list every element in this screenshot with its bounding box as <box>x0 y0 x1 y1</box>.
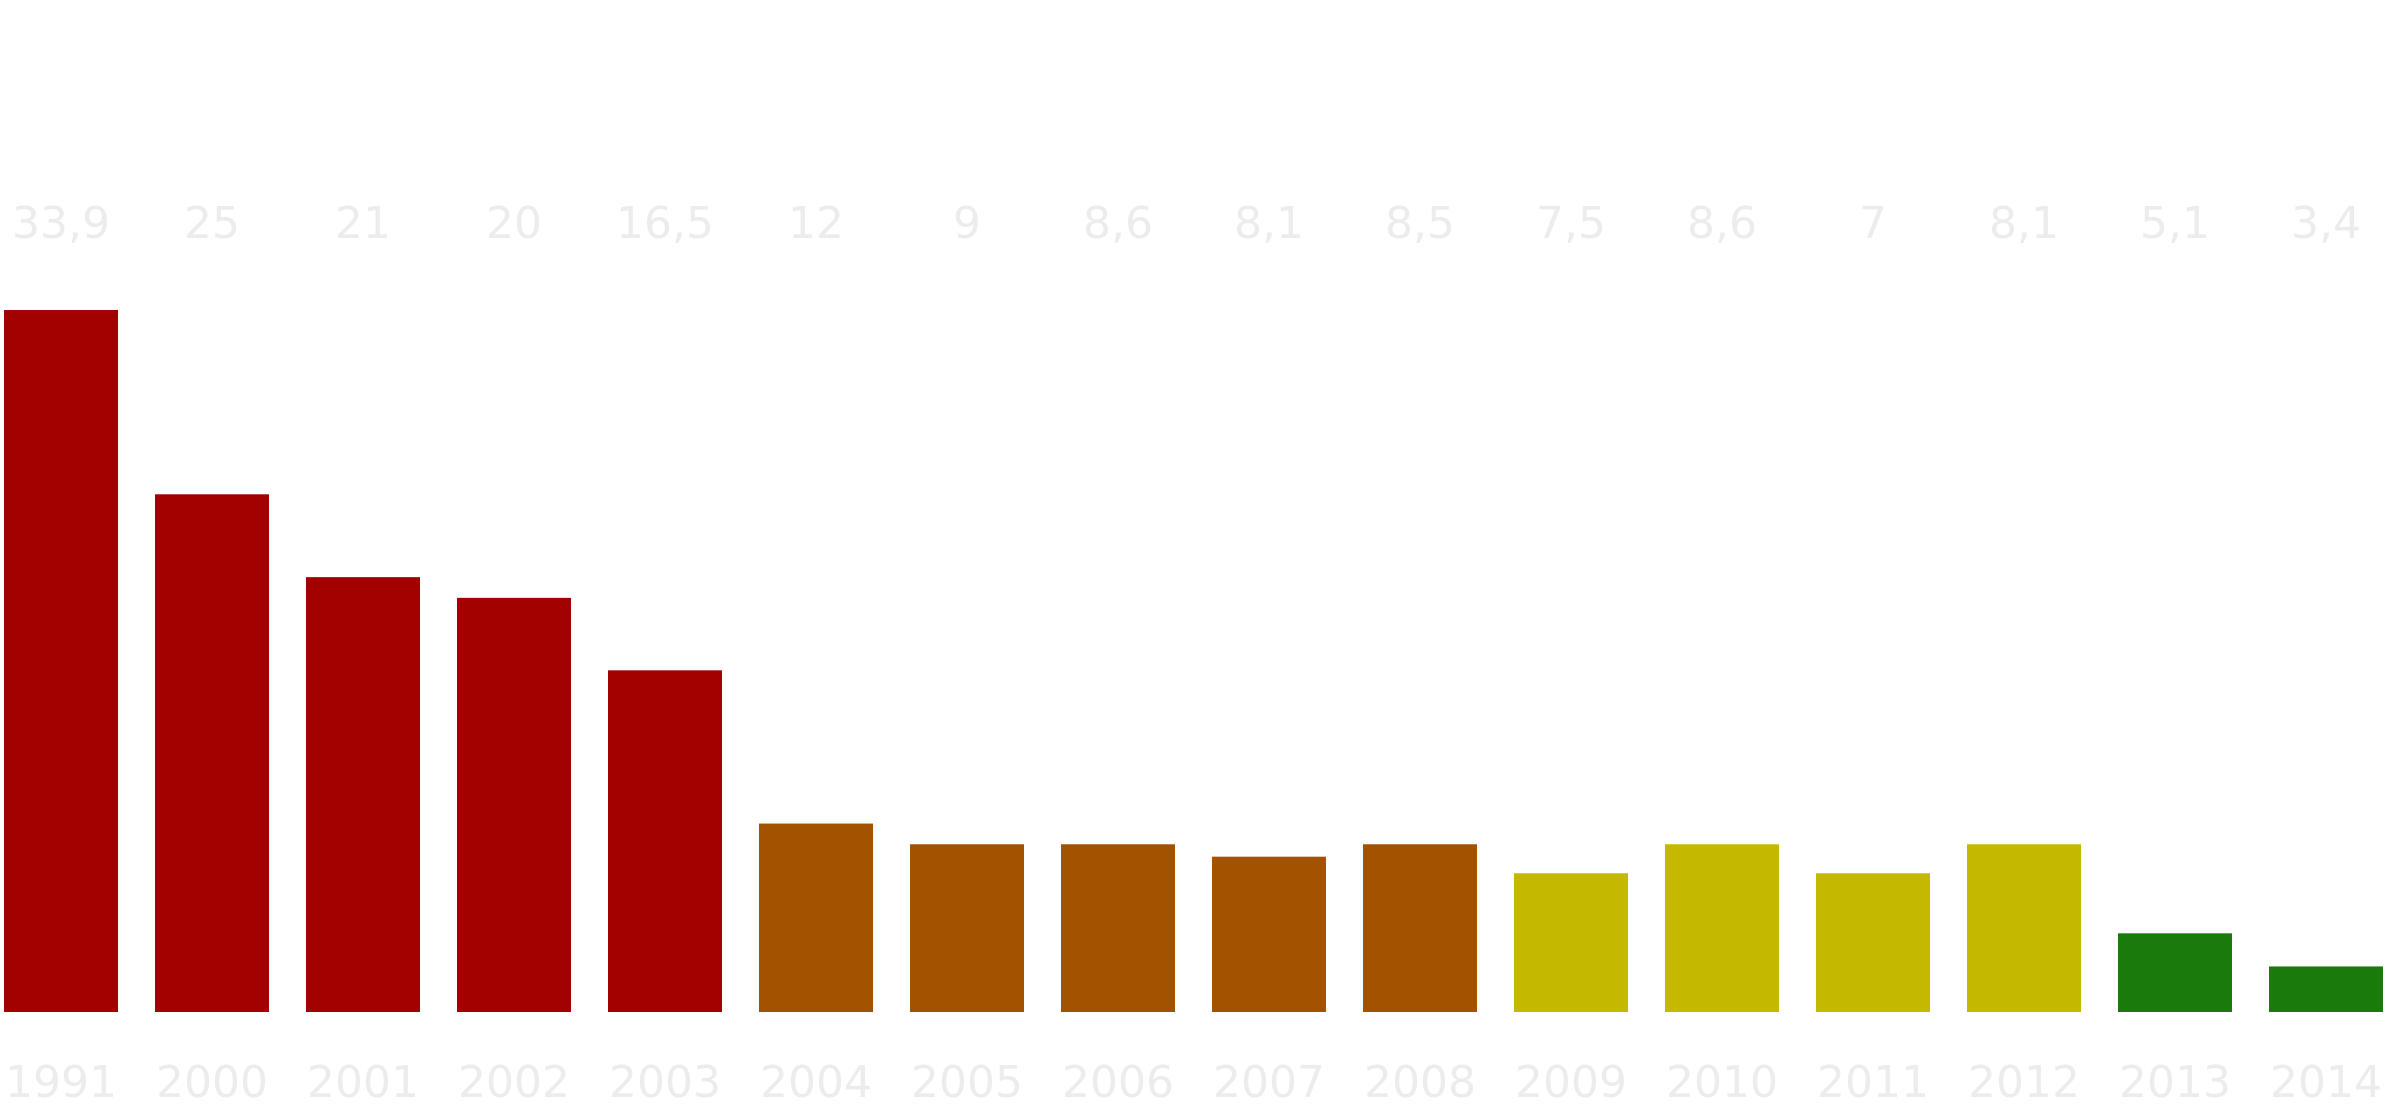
year-label-2014: 2014 <box>2270 1057 2382 1108</box>
value-label-2005: 9 <box>953 198 981 249</box>
bar-2007 <box>1212 856 1326 1012</box>
bar-2009 <box>1514 873 1628 1012</box>
year-label-2003: 2003 <box>609 1057 721 1108</box>
year-label-2013: 2013 <box>2119 1057 2231 1108</box>
year-label-2000: 2000 <box>156 1057 268 1108</box>
bar-2000 <box>155 494 269 1012</box>
value-label-2010: 8,6 <box>1687 198 1757 249</box>
value-label-2003: 16,5 <box>616 198 714 249</box>
year-labels-group: 1991 2000 2001 2002 2003 2004 2005 2006 2007 2008… <box>5 1057 2382 1108</box>
value-label-2011: 7 <box>1859 198 1887 249</box>
year-label-2010: 2010 <box>1666 1057 1778 1108</box>
year-label-2007: 2007 <box>1213 1057 1325 1108</box>
value-label-2001: 21 <box>335 198 391 249</box>
bar-2006 <box>1061 844 1175 1012</box>
year-label-2012: 2012 <box>1968 1057 2080 1108</box>
bar-2005 <box>910 844 1024 1012</box>
bar-2013 <box>2118 933 2232 1012</box>
bars-group <box>4 310 2383 1012</box>
bar-1991 <box>4 310 118 1012</box>
bar-2001 <box>306 577 420 1012</box>
bar-2003 <box>608 670 722 1012</box>
value-label-2013: 5,1 <box>2140 198 2210 249</box>
bar-2010 <box>1665 844 1779 1012</box>
value-labels-group: 33,9 25 21 20 16,5 12 9 8,6 8,1 8,5 7,5 8,6 7 8,1 5,1 3… <box>12 198 2361 249</box>
value-label-2007: 8,1 <box>1234 198 1304 249</box>
value-label-2004: 12 <box>788 198 844 249</box>
year-label-2009: 2009 <box>1515 1057 1627 1108</box>
bar-2012 <box>1967 844 2081 1012</box>
year-label-1991: 1991 <box>5 1057 117 1108</box>
bar-2002 <box>457 597 571 1012</box>
year-label-2008: 2008 <box>1364 1057 1476 1108</box>
value-label-2000: 25 <box>184 198 240 249</box>
year-label-2005: 2005 <box>911 1057 1023 1108</box>
bar-2014 <box>2269 966 2383 1012</box>
value-label-2014: 3,4 <box>2291 198 2361 249</box>
year-label-2011: 2011 <box>1817 1057 1929 1108</box>
value-label-2002: 20 <box>486 198 542 249</box>
value-label-2012: 8,1 <box>1989 198 2059 249</box>
value-label-2006: 8,6 <box>1083 198 1153 249</box>
value-label-1991: 33,9 <box>12 198 110 249</box>
value-label-2009: 7,5 <box>1536 198 1606 249</box>
year-label-2002: 2002 <box>458 1057 570 1108</box>
bar-2004 <box>759 823 873 1012</box>
year-label-2001: 2001 <box>307 1057 419 1108</box>
bar-2011 <box>1816 873 1930 1012</box>
year-label-2006: 2006 <box>1062 1057 1174 1108</box>
bar-2008 <box>1363 844 1477 1012</box>
year-label-2004: 2004 <box>760 1057 872 1108</box>
value-label-2008: 8,5 <box>1385 198 1455 249</box>
